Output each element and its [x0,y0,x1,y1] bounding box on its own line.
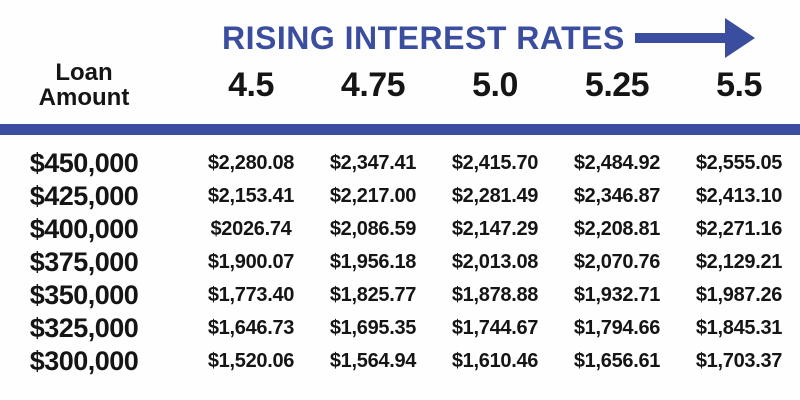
payment-cell: $1,825.77 [329,284,417,306]
payment-cell: $1,520.06 [207,350,295,372]
payment-cell: $1,794.66 [573,317,661,339]
rate-header-5-0: 5.0 [472,65,518,104]
payment-cell: $2,070.76 [573,251,661,273]
loan-amount-cell: $450,000 [29,148,139,178]
loan-amount-cell: $425,000 [29,181,139,211]
payment-cell: $1,703.37 [695,350,783,372]
table-row: $375,000 $1,900.07 $1,956.18 $2,013.08 $… [0,246,800,279]
table-body: $450,000 $2,280.08 $2,347.41 $2,415.70 $… [0,147,800,378]
payment-cell: $2,347.41 [329,152,417,174]
payment-cell: $2,129.21 [695,251,783,273]
title-row: RISING INTEREST RATES [222,14,755,62]
payment-cell: $2,413.10 [695,185,783,207]
table-row: $350,000 $1,773.40 $1,825.77 $1,878.88 $… [0,279,800,312]
payment-cell: $1,695.35 [329,317,417,339]
payment-cell: $1,610.46 [451,350,539,372]
loan-amount-cell: $325,000 [29,313,139,343]
payment-cell: $2,013.08 [451,251,539,273]
payment-cell: $1,956.18 [329,251,417,273]
divider-bar [0,124,800,135]
loan-amount-header-line1: Loan [55,58,113,86]
loan-amount-cell: $350,000 [29,280,139,310]
payment-cell: $1,656.61 [573,350,661,372]
payment-cell: $2,281.49 [451,185,539,207]
table-row: $425,000 $2,153.41 $2,217.00 $2,281.49 $… [0,180,800,213]
table-row: $300,000 $1,520.06 $1,564.94 $1,610.46 $… [0,345,800,378]
payment-cell: $2,346.87 [573,185,661,207]
loan-amount-cell: $300,000 [29,346,139,376]
table-header: Loan Amount 4.5 4.75 5.0 5.25 5.5 [0,54,800,116]
loan-amount-cell: $400,000 [29,214,139,244]
payment-cell: $2,555.05 [695,152,783,174]
loan-amount-header-line2: Amount [38,84,130,111]
rate-header-5-25: 5.25 [584,65,650,104]
payment-cell: $2,280.08 [207,152,295,174]
payment-cell: $1,564.94 [329,350,417,372]
payment-cell: $2,415.70 [451,152,539,174]
payment-cell: $1,878.88 [451,284,539,306]
payment-cell: $1,987.26 [695,284,783,306]
table-row: $400,000 $2026.74 $2,086.59 $2,147.29 $2… [0,213,800,246]
payment-cell: $1,646.73 [207,317,295,339]
right-arrow-icon [634,18,755,58]
payment-cell: $2,153.41 [207,185,295,207]
payment-cell: $1,900.07 [207,251,295,273]
payment-cell: $2026.74 [210,218,292,240]
table-row: $450,000 $2,280.08 $2,347.41 $2,415.70 $… [0,147,800,180]
payment-cell: $1,932.71 [573,284,661,306]
payment-cell: $2,484.92 [573,152,661,174]
payment-cell: $2,217.00 [329,185,417,207]
payment-cell: $2,147.29 [451,218,539,240]
rate-header-4-75: 4.75 [340,65,406,104]
table-row: $325,000 $1,646.73 $1,695.35 $1,744.67 $… [0,312,800,345]
payment-cell: $1,744.67 [451,317,539,339]
rate-header-4-5: 4.5 [228,65,274,104]
payment-cell: $2,208.81 [573,218,661,240]
page-title: RISING INTEREST RATES [222,19,625,56]
payment-cell: $1,773.40 [207,284,295,306]
payment-cell: $1,845.31 [695,317,783,339]
rate-header-5-5: 5.5 [716,65,762,104]
payment-cell: $2,271.16 [695,218,783,240]
payment-cell: $2,086.59 [329,218,417,240]
loan-amount-cell: $375,000 [29,247,139,277]
loan-amount-header: Loan Amount [0,58,190,111]
